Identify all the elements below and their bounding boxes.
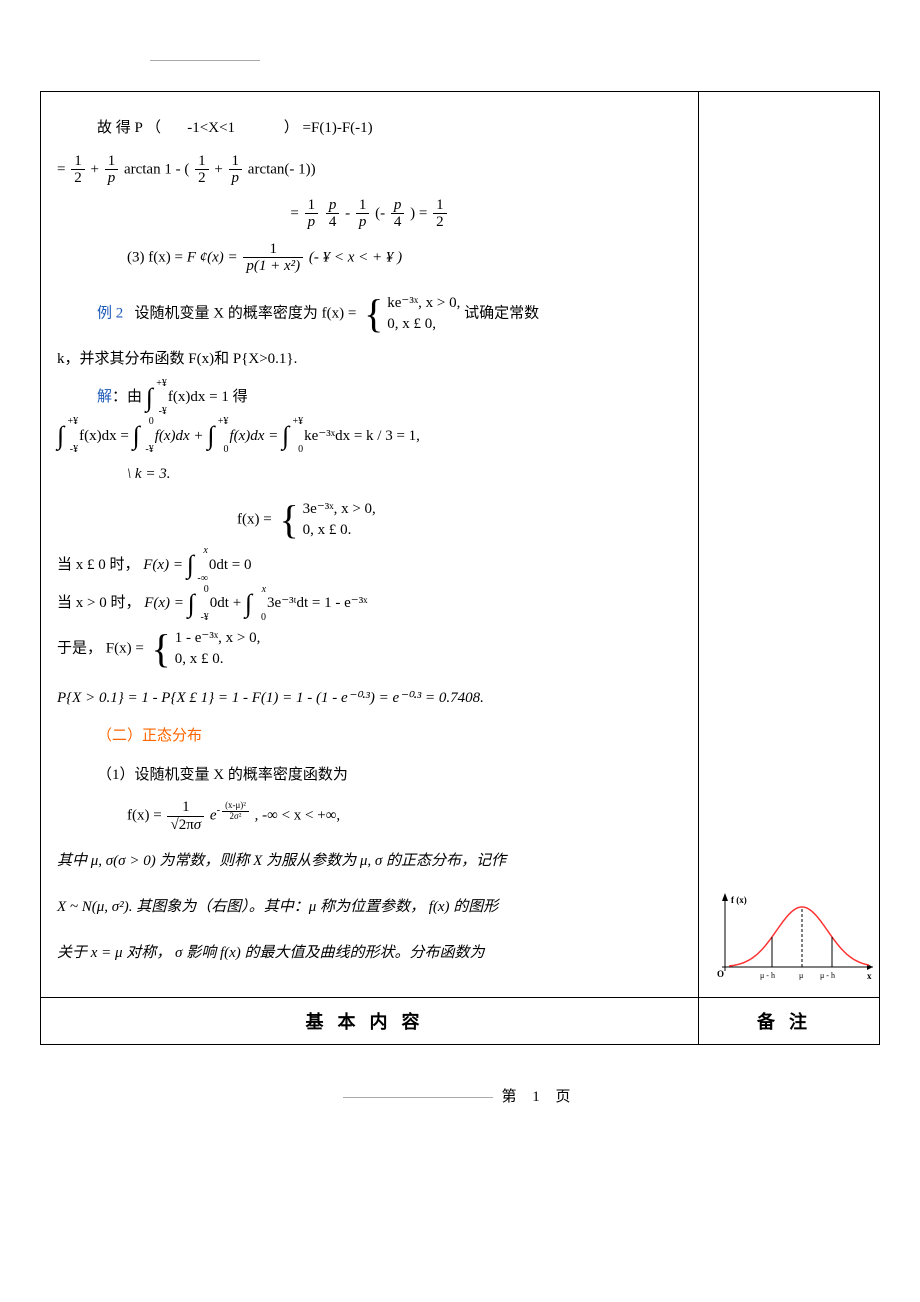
main-content: 故 得 P （ -1<X<1 ） =F(1)-F(-1) = 12 + 1p a… — [41, 92, 699, 997]
when-gt0: 当 x > 0 时， F(x) = ∫0-¥ 0dt + ∫x0 3e⁻³ᵗdt… — [57, 589, 682, 618]
thus-Fx: 于是， F(x) = { 1 - e⁻³ˣ, x > 0, 0, x £ 0. — [57, 628, 682, 670]
solution-start: 解：由 ∫+¥-¥ f(x)dx = 1 得 — [57, 383, 682, 412]
eq3: (3) f(x) = F ¢(x) = 1p(1 + x²) (- ¥ < x … — [57, 241, 682, 275]
sol-line3: \ k = 3. — [57, 460, 682, 489]
svg-text:f (x): f (x) — [731, 895, 747, 905]
sol-line2: ∫+¥-¥ f(x)dx = ∫0-¥ f(x)dx + ∫+¥0 f(x)dx… — [57, 422, 682, 451]
svg-text:O: O — [717, 969, 724, 979]
page-number: 第 1 页 — [40, 1085, 880, 1106]
footer-main: 基本内容 — [41, 998, 699, 1044]
svg-text:μ: μ — [799, 971, 803, 980]
rhs: ） =F(1)-F(-1) — [284, 120, 373, 136]
ex2-label: 例 2 — [97, 305, 123, 321]
P-line: P{X > 0.1} = 1 - P{X £ 1} = 1 - F(1) = 1… — [57, 684, 682, 713]
fx-cases: f(x) = { 3e⁻³ˣ, x > 0, 0, x £ 0. — [57, 499, 682, 541]
footer-side: 备注 — [699, 998, 879, 1044]
para3: 关于 x = μ 对称， σ 影响 f(x) 的最大值及曲线的形状。分布函数为 — [57, 935, 682, 971]
svg-text:μ - h: μ - h — [820, 971, 835, 980]
eq2: = 1p p4 - 1p (- p4 ) = 12 — [57, 197, 682, 231]
when-le0: 当 x £ 0 时， F(x) = ∫x-∞ 0dt = 0 — [57, 551, 682, 580]
svg-text:x: x — [867, 971, 872, 981]
normal-curve-chart: f (x) x Oμ - h μ μ - h — [707, 889, 871, 989]
sec2-item1: （1）设随机变量 X 的概率密度函数为 — [57, 761, 682, 790]
sol-label: 解 — [97, 389, 112, 405]
example-2: 例 2 设随机变量 X 的概率密度为 f(x) = { ke⁻³ˣ, x > 0… — [57, 293, 682, 335]
para2: X ~ N(μ, σ²). 其图象为（右图）。其中：μ 称为位置参数， f(x)… — [57, 889, 682, 925]
txt: 故 得 P （ — [97, 120, 161, 136]
side-notes: f (x) x Oμ - h μ μ - h — [699, 92, 879, 997]
eq1: = 12 + 1p arctan 1 - ( 12 + 1p arctan(- … — [57, 153, 682, 187]
para1: 其中 μ, σ(σ > 0) 为常数，则称 X 为服从参数为 μ, σ 的正态分… — [57, 843, 682, 879]
line-prob-header: 故 得 P （ -1<X<1 ） =F(1)-F(-1) — [57, 114, 682, 143]
cond: -1<X<1 — [187, 120, 235, 136]
normal-pdf: f(x) = 1 √2πσ e-(x-μ)²2σ² , -∞ < x < +∞, — [57, 799, 682, 833]
svg-text:μ - h: μ - h — [760, 971, 775, 980]
section-2-title: （二）正态分布 — [57, 722, 682, 751]
ex2-line2: k，并求其分布函数 F(x)和 P{X>0.1}. — [57, 345, 682, 374]
